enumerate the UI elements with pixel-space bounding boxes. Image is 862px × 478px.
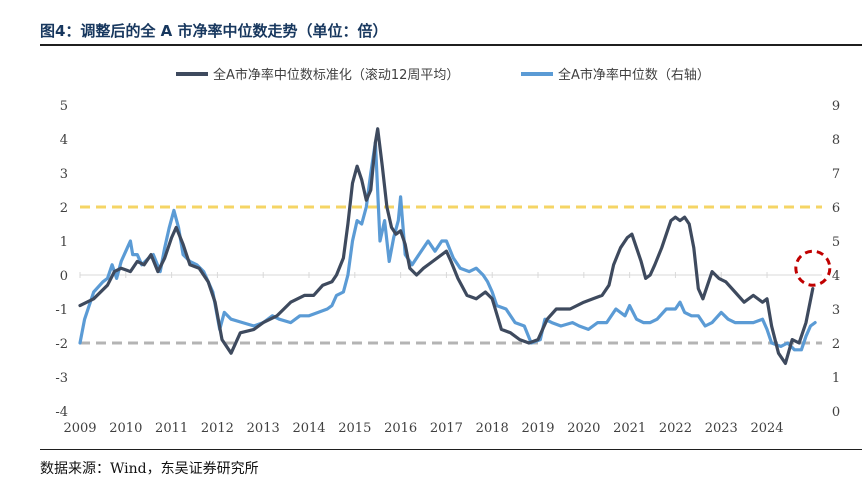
left-y-tick-label: 3 — [60, 167, 68, 182]
right-y-tick-label: 0 — [832, 405, 840, 420]
bottom-rule — [40, 449, 862, 450]
axes: 5 4 3 2 1 0 -1 -2 -3 -4 9 8 7 6 5 4 3 2 1 0 2009 2010 2011 2012… — [55, 99, 840, 436]
reference-lines — [80, 205, 822, 345]
series-lines — [78, 127, 832, 365]
x-tick-label: 2014 — [292, 421, 325, 436]
right-y-tick-label: 8 — [832, 133, 840, 148]
x-tick-label: 2022 — [659, 421, 692, 436]
right-y-tick-label: 7 — [832, 167, 840, 182]
right-y-tick-label: 4 — [832, 269, 840, 284]
highlight-circle — [794, 249, 832, 287]
source-note: 数据来源：Wind，东吴证券研究所 — [40, 461, 259, 477]
right-y-tick-label: 1 — [832, 371, 840, 386]
left-y-tick-label: 5 — [60, 99, 68, 114]
legend: 全A市净率中位数标准化（滚动12周平均） 全A市净率中位数（右轴） — [176, 67, 710, 83]
x-tick-label: 2016 — [384, 421, 417, 436]
left-y-tick-label: -4 — [55, 405, 68, 420]
series-line-median-pb — [78, 140, 817, 352]
figure-title: 图4：调整后的全 A 市净率中位数走势（单位：倍） — [40, 22, 388, 40]
series-line-standardized — [78, 127, 815, 365]
legend-label-2: 全A市净率中位数（右轴） — [558, 67, 710, 83]
x-tick-label: 2009 — [63, 421, 96, 436]
right-y-tick-label: 2 — [832, 337, 840, 352]
top-rule — [40, 44, 862, 46]
x-tick-label: 2013 — [247, 421, 280, 436]
left-y-tick-label: -2 — [55, 337, 68, 352]
x-tick-label: 2015 — [338, 421, 371, 436]
x-tick-label: 2019 — [521, 421, 554, 436]
left-y-tick-label: -3 — [55, 371, 68, 386]
legend-label-1: 全A市净率中位数标准化（滚动12周平均） — [213, 67, 459, 83]
x-tick-label: 2023 — [705, 421, 738, 436]
right-y-tick-label: 9 — [832, 99, 840, 114]
right-y-tick-label: 5 — [832, 235, 840, 250]
left-y-tick-label: 4 — [60, 133, 68, 148]
left-y-tick-label: 2 — [60, 201, 68, 216]
x-tick-label: 2020 — [567, 421, 600, 436]
x-tick-label: 2010 — [109, 421, 142, 436]
x-tick-label: 2021 — [613, 421, 646, 436]
x-tick-label: 2018 — [476, 421, 509, 436]
x-tick-label: 2012 — [201, 421, 234, 436]
right-y-tick-label: 3 — [832, 303, 840, 318]
left-y-tick-label: -1 — [55, 303, 68, 318]
x-tick-label: 2011 — [155, 421, 188, 436]
x-tick-label: 2017 — [430, 421, 463, 436]
right-y-tick-label: 6 — [832, 201, 840, 216]
left-y-tick-label: 1 — [60, 235, 68, 250]
x-tick-label: 2024 — [750, 421, 783, 436]
left-y-tick-label: 0 — [60, 269, 68, 284]
